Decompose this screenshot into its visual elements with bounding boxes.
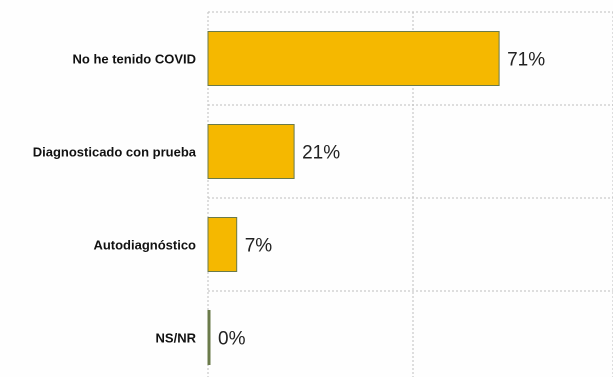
bar-3 <box>207 310 211 365</box>
value-label-2: 7% <box>245 236 273 257</box>
category-label-2: Autodiagnóstico <box>93 238 196 253</box>
bars <box>207 31 500 365</box>
category-label-3: NS/NR <box>156 331 197 346</box>
category-label-0: No he tenido COVID <box>73 52 197 67</box>
value-label-1: 21% <box>302 143 340 164</box>
labels: No he tenido COVID 71% Diagnosticado con p… <box>33 50 545 350</box>
value-label-3: 0% <box>218 329 246 350</box>
bar-1 <box>207 124 295 179</box>
value-label-0: 71% <box>507 50 545 71</box>
bar-2 <box>207 217 238 272</box>
bar-0 <box>207 31 500 86</box>
category-label-1: Diagnosticado con prueba <box>33 145 197 160</box>
